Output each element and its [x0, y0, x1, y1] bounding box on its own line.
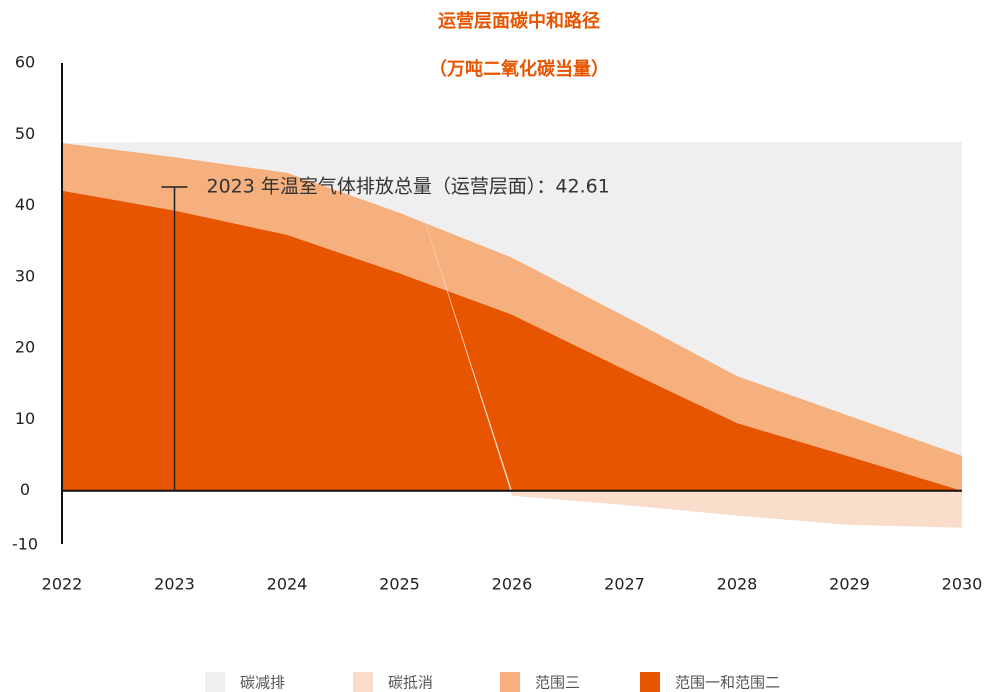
y-tick-label: 20	[15, 338, 35, 357]
x-tick-label: 2028	[717, 575, 758, 594]
legend-swatch	[640, 672, 660, 692]
area	[62, 142, 962, 456]
area	[62, 142, 962, 491]
legend-swatch	[353, 672, 373, 692]
x-tick-label: 2026	[492, 575, 533, 594]
y-tick-label: 60	[15, 53, 35, 72]
legend-label: 碳抵消	[388, 674, 433, 692]
legend-label: 碳减排	[240, 674, 285, 692]
x-tick-label: 2025	[379, 575, 420, 594]
area	[62, 190, 962, 491]
y-tick-label: 30	[15, 266, 35, 285]
y-tick-label: 10	[15, 409, 35, 428]
legend-swatch	[500, 672, 520, 692]
y-tick-label: -10	[12, 535, 38, 554]
legend-label: 范围一和范围二	[675, 674, 780, 692]
legend-swatch	[205, 672, 225, 692]
y-tick-label: 0	[20, 480, 30, 499]
chart-title: 运营层面碳中和路径	[438, 10, 600, 32]
x-tick-label: 2027	[604, 575, 645, 594]
annotation-text: 2023 年温室气体排放总量（运营层面）：42.61	[207, 175, 610, 197]
x-tick-label: 2024	[267, 575, 308, 594]
legend-label: 范围三	[535, 674, 580, 692]
chart-subtitle: （万吨二氧化碳当量）	[429, 58, 609, 80]
x-tick-label: 2029	[829, 575, 870, 594]
x-tick-label: 2023	[154, 575, 195, 594]
x-tick-label: 2022	[42, 575, 83, 594]
y-tick-label: 50	[15, 124, 35, 143]
x-tick-label: 2030	[942, 575, 983, 594]
y-tick-label: 40	[15, 195, 35, 214]
